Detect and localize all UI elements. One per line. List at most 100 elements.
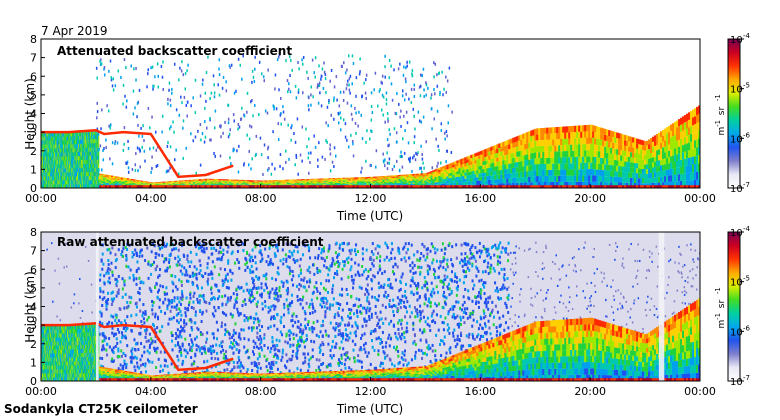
heat-cell bbox=[386, 179, 390, 181]
heat-cell bbox=[456, 160, 459, 164]
heat-cell bbox=[147, 107, 150, 111]
heat-cell bbox=[590, 137, 593, 144]
heat-cell bbox=[476, 155, 479, 160]
heat-cell bbox=[560, 151, 563, 158]
heat-cell bbox=[446, 178, 449, 181]
heat-cell bbox=[170, 184, 174, 186]
heat-cell bbox=[104, 182, 108, 184]
date-label: 7 Apr 2019 bbox=[41, 24, 108, 38]
heat-cell bbox=[434, 62, 437, 66]
heat-cell bbox=[98, 179, 102, 181]
heat-cell bbox=[363, 81, 365, 85]
heat-cell bbox=[356, 179, 360, 181]
heat-cell bbox=[432, 179, 436, 181]
heat-cell bbox=[474, 163, 477, 168]
heat-cell bbox=[361, 136, 364, 140]
heat-cell bbox=[580, 156, 583, 163]
heat-cell bbox=[430, 181, 434, 183]
heat-cell bbox=[184, 72, 187, 76]
heat-cell bbox=[494, 185, 497, 188]
heat-cell bbox=[122, 178, 126, 180]
heat-cell bbox=[112, 177, 116, 179]
heat-cell bbox=[425, 140, 428, 144]
heat-cell bbox=[365, 73, 368, 77]
heat-cell bbox=[225, 89, 228, 93]
heat-cell bbox=[116, 176, 120, 178]
heat-cell bbox=[652, 157, 655, 163]
heat-cell bbox=[138, 147, 141, 151]
heat-cell bbox=[444, 174, 447, 177]
heat-cell bbox=[202, 180, 206, 182]
heat-cell bbox=[432, 173, 436, 176]
heat-cell bbox=[362, 181, 366, 183]
heat-cell bbox=[554, 133, 557, 140]
heat-cell bbox=[536, 152, 539, 159]
heat-cell bbox=[150, 185, 154, 188]
heat-cell bbox=[338, 104, 341, 108]
heat-cell bbox=[584, 131, 587, 138]
heat-cell bbox=[378, 179, 382, 181]
heat-cell bbox=[160, 184, 164, 186]
heat-cell bbox=[325, 90, 327, 94]
heat-cell bbox=[229, 128, 231, 132]
heat-cell bbox=[492, 185, 495, 188]
heat-cell bbox=[258, 181, 262, 182]
heat-cell bbox=[678, 160, 681, 168]
heat-cell bbox=[227, 117, 230, 121]
heat-cell bbox=[393, 68, 395, 72]
heat-cell bbox=[202, 183, 206, 185]
heat-cell bbox=[616, 185, 619, 188]
heat-cell bbox=[424, 176, 428, 178]
heat-cell bbox=[386, 180, 390, 182]
heat-cell bbox=[358, 179, 362, 181]
heat-cell bbox=[352, 177, 356, 179]
heat-cell bbox=[160, 181, 164, 183]
heat-cell bbox=[96, 127, 99, 131]
heat-cell bbox=[148, 182, 152, 184]
heat-cell bbox=[246, 180, 250, 182]
heat-cell bbox=[570, 126, 573, 133]
heat-cell bbox=[250, 184, 254, 185]
heat-cell bbox=[352, 154, 355, 158]
heat-cell bbox=[438, 169, 441, 172]
heat-cell bbox=[237, 170, 240, 174]
heat-cell bbox=[251, 80, 253, 84]
heat-cell bbox=[162, 184, 166, 186]
heat-cell bbox=[374, 178, 378, 180]
heat-cell bbox=[634, 173, 637, 179]
heat-cell bbox=[144, 182, 148, 184]
heat-cell bbox=[530, 159, 533, 165]
heat-cell bbox=[680, 131, 683, 139]
heat-cell bbox=[114, 177, 118, 179]
heat-cell bbox=[666, 185, 669, 188]
heat-cell bbox=[274, 181, 278, 183]
heat-cell bbox=[624, 140, 627, 146]
heat-cell bbox=[140, 185, 144, 188]
heat-cell bbox=[186, 183, 190, 184]
heat-cell bbox=[632, 147, 635, 153]
heat-cell bbox=[415, 151, 417, 155]
heat-cell bbox=[626, 185, 629, 188]
heat-cell bbox=[528, 148, 531, 154]
heat-cell bbox=[217, 83, 219, 87]
heat-cell bbox=[384, 175, 388, 178]
heat-cell bbox=[196, 180, 200, 182]
heat-cell bbox=[393, 127, 396, 131]
heat-cell bbox=[656, 160, 659, 167]
heat-cell bbox=[343, 61, 345, 65]
heat-cell bbox=[98, 185, 102, 188]
heat-cell bbox=[684, 180, 687, 188]
heat-cell bbox=[230, 179, 234, 181]
heat-cell bbox=[213, 91, 216, 95]
heat-cell bbox=[634, 178, 637, 184]
heat-cell bbox=[588, 143, 591, 151]
heat-cell bbox=[382, 183, 386, 185]
heat-cell bbox=[222, 181, 226, 183]
heat-cell bbox=[562, 144, 565, 152]
heat-cell bbox=[385, 98, 388, 102]
heat-cell bbox=[135, 66, 137, 70]
heat-cell bbox=[152, 182, 156, 183]
heat-cell bbox=[153, 84, 155, 88]
heat-cell bbox=[190, 182, 194, 184]
heat-cell bbox=[382, 180, 386, 183]
